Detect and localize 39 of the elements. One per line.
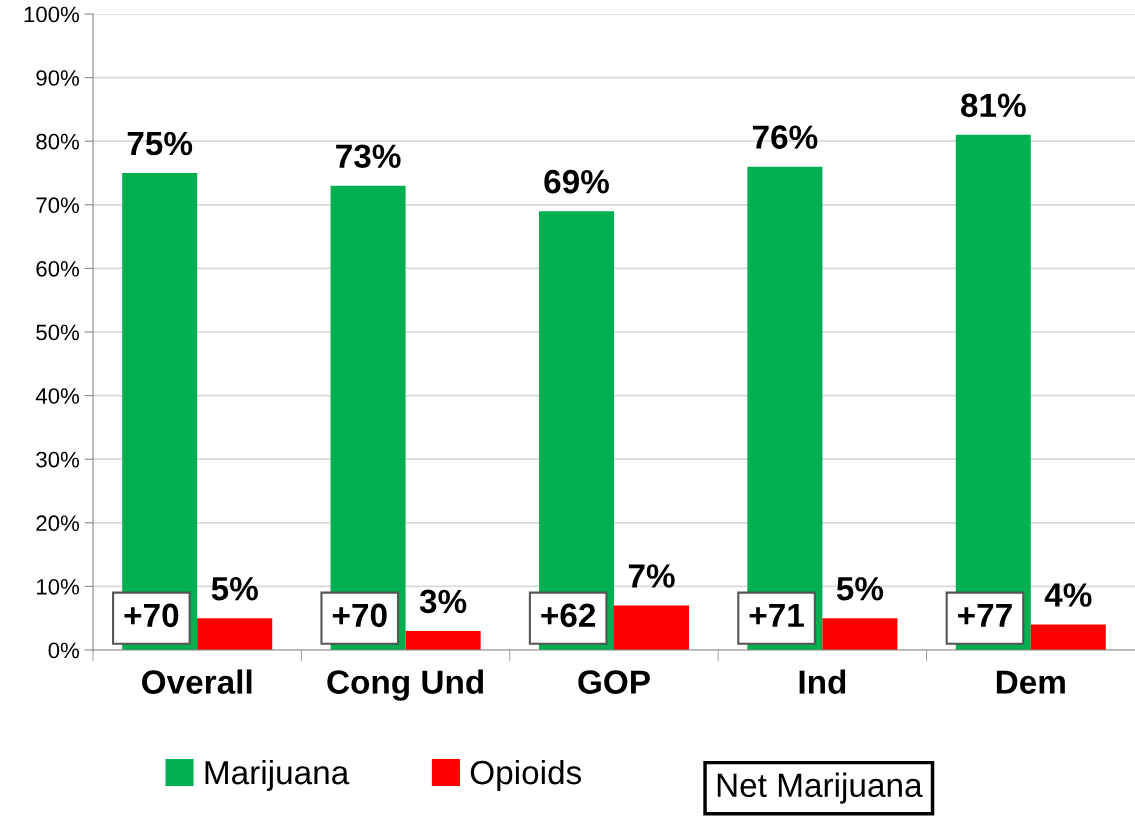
- data-label: 75%: [127, 131, 193, 156]
- data-label: 81%: [960, 93, 1026, 118]
- y-tick-label: 10%: [37, 578, 80, 595]
- text: Net Marijuana: [717, 772, 923, 804]
- annotation: +70: [332, 603, 387, 628]
- x-tick-label: Cong Und: [327, 669, 484, 701]
- y-tick-label: 100%: [24, 6, 80, 23]
- x-tick-label: Overall: [142, 669, 252, 694]
- legend-label: Opioids: [470, 759, 582, 791]
- data-label: 5%: [836, 576, 884, 601]
- data-label: 76%: [752, 125, 818, 149]
- bar: [614, 605, 690, 650]
- bar: [822, 618, 898, 650]
- y-tick-label: 20%: [36, 515, 80, 532]
- x-tick-label: Dem: [996, 670, 1065, 694]
- data-label: 3%: [419, 589, 467, 614]
- x-tick-label: GOP: [578, 670, 650, 694]
- y-tick-label: 90%: [36, 70, 80, 86]
- y-tick-label: 60%: [36, 260, 80, 277]
- data-label: 7%: [628, 564, 675, 588]
- x-tick-label: Ind: [799, 669, 846, 694]
- y-tick-label: 70%: [36, 197, 80, 214]
- y-tick-label: 40%: [35, 388, 80, 404]
- annotation: +77: [958, 603, 1012, 627]
- bar: [197, 618, 273, 650]
- annotation: +62: [541, 603, 596, 628]
- legend-label: Marijuana: [205, 759, 350, 791]
- data-label: 73%: [336, 144, 401, 169]
- data-label: 5%: [211, 576, 258, 601]
- data-label: 4%: [1044, 583, 1092, 607]
- bar: [405, 630, 481, 650]
- annotation: +70: [124, 603, 179, 628]
- bar: [1030, 624, 1106, 650]
- y-tick-label: 0%: [48, 642, 80, 659]
- y-tick-label: 50%: [36, 324, 80, 341]
- y-tick-label: 30%: [36, 451, 80, 468]
- annotation: +71: [749, 603, 804, 627]
- y-tick-label: 80%: [36, 133, 80, 150]
- data-label: 69%: [544, 169, 609, 194]
